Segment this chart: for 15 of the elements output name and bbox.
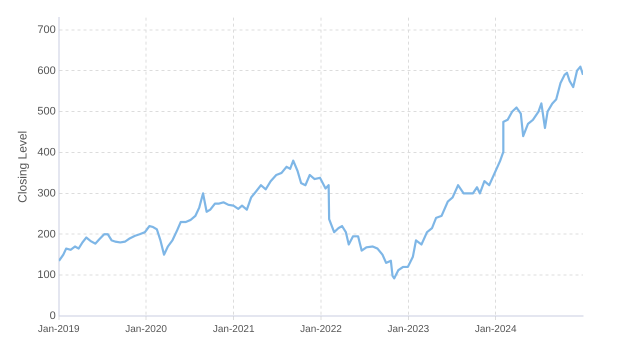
y-tick-label: 700 [37,24,56,36]
y-axis-title: Closing Level [16,130,30,203]
x-tick-label: Jan-2021 [212,324,255,335]
y-tick-label: 400 [37,146,56,159]
y-tick-label: 500 [37,106,56,118]
y-tick-label: 200 [37,228,56,240]
y-tick-label: 0 [50,310,56,322]
x-tick-label: Jan-2020 [125,324,168,335]
x-tick-label: Jan-2019 [38,324,80,335]
y-tick-label: 100 [37,269,56,282]
x-tick-label: Jan-2023 [387,324,430,335]
x-tick-label: Jan-2022 [300,324,342,335]
y-tick-label: 600 [37,64,56,77]
x-tick-label: Jan-2024 [474,324,517,335]
y-tick-label: 300 [37,187,56,200]
